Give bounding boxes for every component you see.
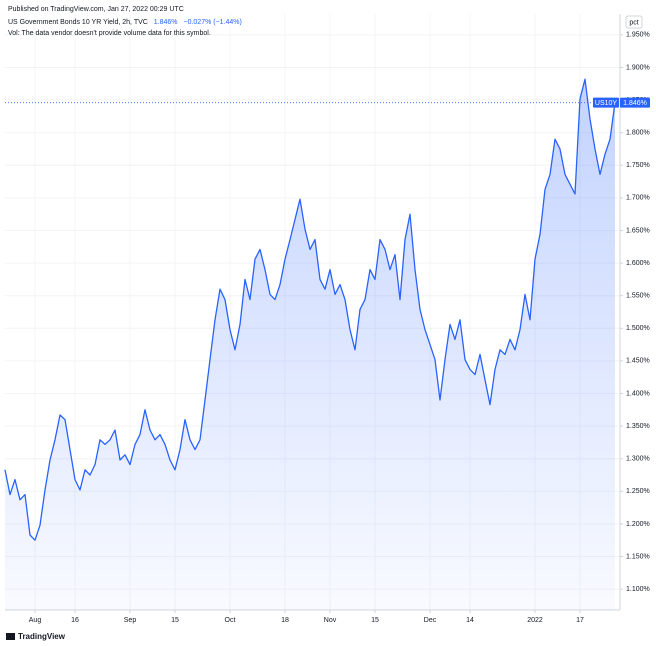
y-tick-label: 1.550% <box>626 293 650 300</box>
y-tick-label: 1.350% <box>626 423 650 430</box>
unit-box <box>625 15 643 29</box>
price-tag-bg <box>620 97 650 108</box>
x-tick-label: Oct <box>225 617 236 624</box>
legend-change: −0.027% (−1.44%) <box>183 19 241 26</box>
published-note: Published on TradingView.com, Jan 27, 20… <box>8 6 184 13</box>
unit-label: pct <box>629 19 638 26</box>
volume-note: Vol: The data vendor doesn't provide vol… <box>8 30 211 37</box>
legend-name: US Government Bonds 10 YR Yield, 2h, TVC <box>8 19 148 26</box>
y-tick-label: 1.500% <box>626 325 650 332</box>
y-tick-label: 1.250% <box>626 488 650 495</box>
x-tick-label: Aug <box>29 617 42 624</box>
legend-price: 1.846% <box>154 19 178 26</box>
x-tick-label: 2022 <box>527 617 543 624</box>
y-tick-label: 1.650% <box>626 227 650 234</box>
x-tick-label: 15 <box>171 617 179 624</box>
logo-text: TradingView <box>18 632 66 641</box>
x-tick-label: Dec <box>424 617 437 624</box>
x-tick-label: 15 <box>371 617 379 624</box>
symbol-tag: US10Y <box>595 100 618 107</box>
price-line <box>4 78 616 541</box>
y-tick-label: 1.450% <box>626 358 650 365</box>
y-tick-label: 1.900% <box>626 64 650 71</box>
x-tick-label: 18 <box>281 617 289 624</box>
y-tick-label: 1.400% <box>626 390 650 397</box>
logo: TradingView <box>6 632 66 641</box>
price-tag: 1.846% <box>623 100 647 107</box>
symbol-tag-bg <box>593 97 619 108</box>
x-tick-label: 16 <box>71 617 79 624</box>
x-tick-label: Nov <box>324 617 337 624</box>
area-fill <box>5 79 615 610</box>
y-tick-label: 1.700% <box>626 195 650 202</box>
logo-icon <box>6 633 15 640</box>
y-tick-label: 1.950% <box>626 32 650 39</box>
y-tick-label: 1.150% <box>626 553 650 560</box>
x-tick-label: Sep <box>124 617 137 624</box>
y-tick-label: 1.600% <box>626 260 650 267</box>
legend: US Government Bonds 10 YR Yield, 2h, TVC… <box>8 19 242 26</box>
y-tick-label: 1.300% <box>626 456 650 463</box>
x-tick-label: 17 <box>576 617 584 624</box>
y-tick-label: 1.800% <box>626 130 650 137</box>
y-tick-label: 1.750% <box>626 162 650 169</box>
x-tick-label: 14 <box>466 617 474 624</box>
y-tick-label: 1.100% <box>626 586 650 593</box>
y-tick-label: 1.200% <box>626 521 650 528</box>
